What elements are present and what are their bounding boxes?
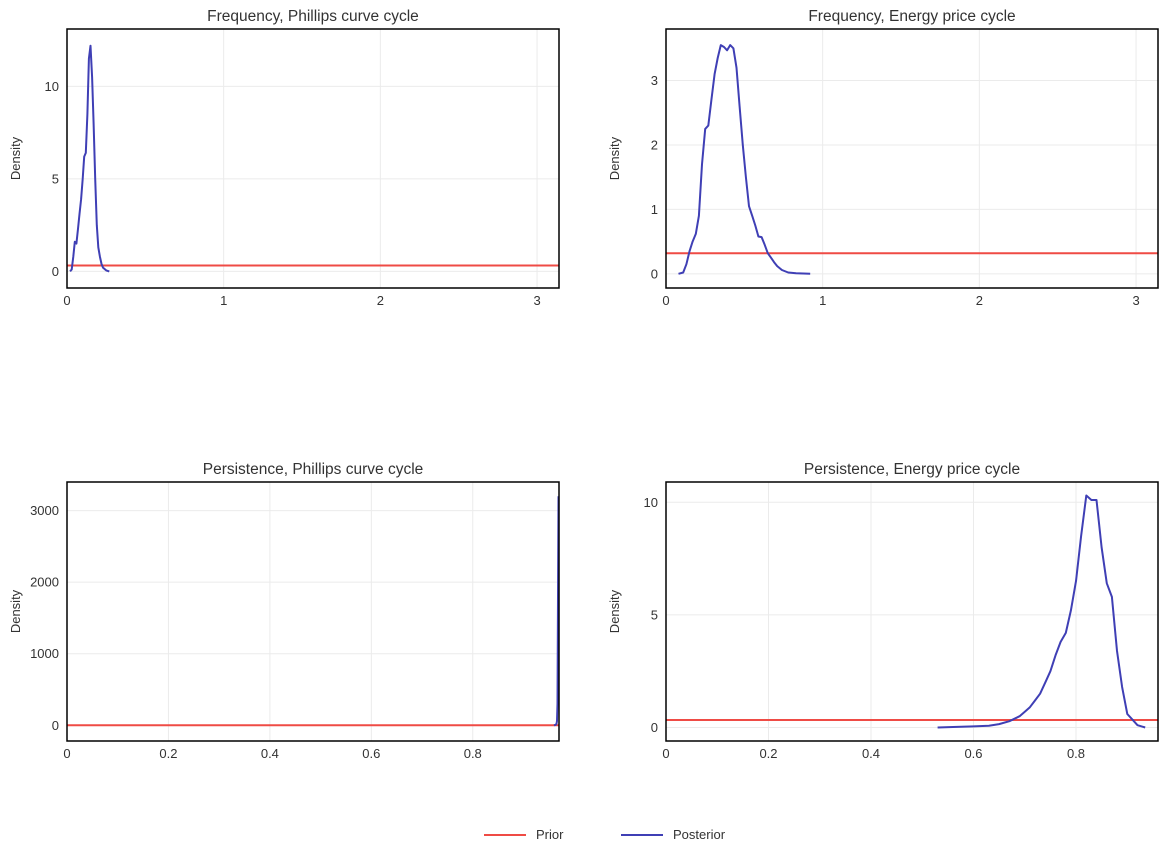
- x-tick-label: 0: [662, 746, 669, 761]
- y-tick-label: 3000: [30, 503, 59, 518]
- x-tick-label: 0.6: [362, 746, 380, 761]
- x-tick-label: 3: [1132, 293, 1139, 308]
- chart-title: Frequency, Phillips curve cycle: [207, 8, 419, 25]
- series-line-posterior: [69, 44, 110, 273]
- legend-line-posterior: [621, 833, 663, 836]
- y-tick-label: 0: [52, 264, 59, 279]
- x-tick-label: 0.8: [464, 746, 482, 761]
- plot-frame: [665, 28, 1159, 289]
- chart-title: Persistence, Phillips curve cycle: [203, 461, 424, 478]
- chart-panel-2: 0 1 2 3 0 1 2 3 Frequency, Energy price cycle Den…: [607, 8, 1159, 308]
- y-tick-label: 0: [651, 266, 658, 281]
- series-line-posterior: [678, 44, 811, 275]
- y-tick-label: 0: [651, 720, 658, 735]
- series-line-posterior: [937, 494, 1146, 729]
- y-tick-label: 2: [651, 137, 658, 152]
- legend-line-prior: [484, 833, 526, 836]
- y-tick-label: 10: [45, 79, 59, 94]
- x-tick-label: 1: [220, 293, 227, 308]
- plot-frame: [665, 481, 1159, 742]
- x-tick-label: 0.8: [1067, 746, 1085, 761]
- chart-title: Frequency, Energy price cycle: [808, 8, 1015, 25]
- x-tick-label: 0: [63, 293, 70, 308]
- legend-label-prior: Prior: [536, 827, 564, 842]
- plot-frame: [66, 28, 560, 289]
- legend-item-posterior[interactable]: Posterior: [621, 827, 725, 842]
- y-tick-label: 1: [651, 202, 658, 217]
- y-axis-label: Density: [607, 589, 622, 633]
- x-tick-label: 3: [533, 293, 540, 308]
- x-tick-label: 0.2: [759, 746, 777, 761]
- legend: Prior Posterior: [0, 825, 1161, 845]
- plot-area: [67, 29, 559, 288]
- legend-item-prior[interactable]: Prior: [484, 827, 563, 842]
- y-axis-label: Density: [8, 136, 23, 180]
- chart-panel-3: 0 0.2 0.4 0.6 0.8 0 1000 2000 3000 Persistence, P…: [8, 461, 560, 761]
- plot-frame: [66, 481, 560, 742]
- y-tick-label: 0: [52, 718, 59, 733]
- x-tick-label: 0: [662, 293, 669, 308]
- y-tick-label: 5: [651, 607, 658, 622]
- y-tick-label: 1000: [30, 646, 59, 661]
- series-line-posterior: [553, 496, 559, 727]
- y-axis-label: Density: [8, 589, 23, 633]
- x-tick-label: 0.4: [261, 746, 279, 761]
- plot-area: [666, 482, 1158, 741]
- y-tick-label: 3: [651, 73, 658, 88]
- chart-panel-1: 0 1 2 3 0 5 10 Frequency, Phillips curve cycle D…: [8, 8, 560, 308]
- y-tick-label: 10: [644, 495, 658, 510]
- x-tick-label: 0.2: [159, 746, 177, 761]
- legend-label-posterior: Posterior: [673, 827, 726, 842]
- y-tick-label: 2000: [30, 575, 59, 590]
- x-tick-label: 2: [377, 293, 384, 308]
- x-tick-label: 0.6: [964, 746, 982, 761]
- x-tick-label: 1: [819, 293, 826, 308]
- plot-area: [67, 482, 559, 741]
- y-tick-label: 5: [52, 171, 59, 186]
- y-axis-label: Density: [607, 136, 622, 180]
- chart-panel-4: 0 0.2 0.4 0.6 0.8 0 5 10 Persistence, Energy pri…: [607, 461, 1159, 761]
- x-tick-label: 0: [63, 746, 70, 761]
- x-tick-label: 0.4: [862, 746, 880, 761]
- plot-area: [666, 29, 1158, 288]
- x-tick-label: 2: [976, 293, 983, 308]
- chart-title: Persistence, Energy price cycle: [804, 461, 1020, 478]
